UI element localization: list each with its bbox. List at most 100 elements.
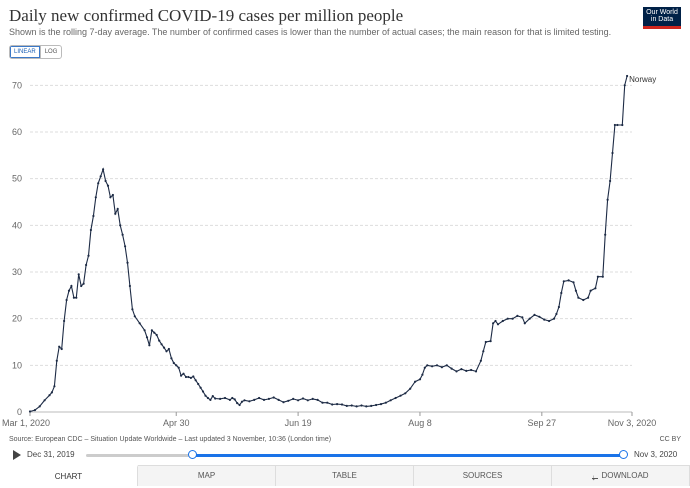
- data-point: [197, 382, 200, 386]
- data-point: [153, 331, 156, 334]
- data-point: [175, 364, 178, 367]
- line-chart: 0 10 20 30 40 50 60 70 Mar 1, 2020 Apr 30 Jun 19 Au…: [2, 74, 656, 428]
- source-note: Source: European CDC – Situation Update …: [9, 436, 332, 443]
- log-scale-button[interactable]: LOG: [44, 49, 58, 55]
- data-point: [482, 350, 485, 353]
- linear-scale-button[interactable]: LINEAR: [10, 46, 41, 58]
- data-point: [496, 323, 500, 326]
- data-point: [375, 403, 378, 407]
- x-tick-label: Mar 1, 2020: [2, 418, 50, 428]
- data-point: [77, 273, 80, 276]
- data-point: [479, 359, 482, 362]
- data-point: [160, 343, 163, 346]
- data-point: [80, 284, 83, 288]
- data-point: [321, 401, 324, 404]
- data-point: [543, 318, 546, 321]
- y-tick-label: 0: [17, 407, 22, 417]
- data-point: [145, 336, 149, 339]
- x-tick-label: Apr 30: [163, 418, 190, 428]
- data-point: [404, 392, 407, 395]
- data-point: [292, 397, 295, 400]
- data-point: [28, 410, 32, 413]
- data-point: [567, 279, 570, 282]
- data-point: [58, 345, 61, 348]
- data-point: [484, 340, 487, 344]
- data-point: [604, 233, 607, 236]
- data-point: [172, 361, 175, 365]
- data-point: [440, 366, 443, 369]
- tab-table[interactable]: TABLE: [276, 466, 414, 486]
- license-link[interactable]: CC BY: [659, 436, 681, 443]
- data-point: [201, 390, 205, 393]
- play-icon[interactable]: [13, 450, 21, 460]
- data-point: [126, 261, 129, 264]
- data-point: [360, 404, 363, 407]
- data-point: [626, 74, 629, 78]
- data-point: [170, 357, 173, 360]
- owid-logo[interactable]: Our World in Data: [643, 7, 681, 29]
- data-point: [572, 281, 575, 284]
- data-point: [182, 372, 185, 375]
- y-tick-label: 10: [12, 360, 22, 370]
- data-point: [621, 123, 624, 127]
- data-point: [613, 123, 617, 127]
- data-point: [124, 245, 127, 248]
- data-point: [70, 284, 73, 288]
- series-line: [29, 75, 628, 413]
- data-point: [33, 409, 37, 412]
- timeline-start-label: Dec 31, 2019: [27, 450, 75, 459]
- data-point: [238, 403, 241, 407]
- data-point: [384, 401, 387, 404]
- chart-title: Daily new confirmed COVID-19 cases per m…: [9, 6, 404, 25]
- data-point: [506, 317, 509, 320]
- data-point: [60, 347, 63, 351]
- data-point: [109, 196, 112, 199]
- data-point: [601, 275, 604, 278]
- data-point: [165, 350, 168, 353]
- tab-chart[interactable]: CHART: [0, 465, 138, 486]
- data-point: [131, 308, 134, 311]
- tab-download[interactable]: DOWNLOAD: [552, 466, 690, 488]
- data-point: [48, 394, 51, 397]
- data-point: [53, 385, 56, 388]
- data-point: [594, 287, 597, 290]
- y-tick-label: 40: [12, 220, 22, 230]
- data-point: [492, 322, 495, 325]
- data-point: [155, 333, 158, 337]
- tab-sources[interactable]: SOURCES: [414, 466, 552, 486]
- data-point: [75, 296, 78, 299]
- data-point: [533, 313, 536, 316]
- timeline-start-handle[interactable]: [188, 450, 197, 459]
- data-point: [306, 399, 309, 402]
- data-point: [87, 254, 90, 257]
- tab-map[interactable]: MAP: [138, 466, 276, 486]
- data-point: [102, 168, 105, 171]
- data-point: [138, 322, 141, 325]
- data-point: [516, 314, 519, 317]
- data-point: [277, 398, 280, 401]
- data-point: [287, 399, 290, 402]
- data-point: [470, 368, 473, 372]
- data-point: [450, 367, 453, 370]
- x-tick-label: Sep 27: [528, 418, 557, 428]
- data-point: [199, 386, 202, 389]
- data-point: [528, 317, 531, 320]
- data-point: [243, 399, 246, 402]
- data-point: [562, 280, 565, 283]
- data-point: [311, 397, 314, 400]
- timeline-end-handle[interactable]: [619, 450, 628, 459]
- data-point: [258, 396, 261, 400]
- timeline-selected-range: [192, 454, 623, 457]
- timeline-end-label: Nov 3, 2020: [634, 450, 678, 459]
- data-point: [421, 373, 424, 376]
- y-tick-label: 70: [12, 80, 22, 90]
- data-point: [379, 403, 383, 406]
- data-point: [114, 212, 117, 215]
- data-point: [511, 317, 514, 320]
- data-point: [63, 319, 66, 323]
- data-point: [240, 400, 244, 403]
- data-point: [616, 123, 619, 127]
- data-point: [340, 403, 344, 406]
- data-point: [236, 402, 239, 405]
- data-point: [248, 400, 251, 403]
